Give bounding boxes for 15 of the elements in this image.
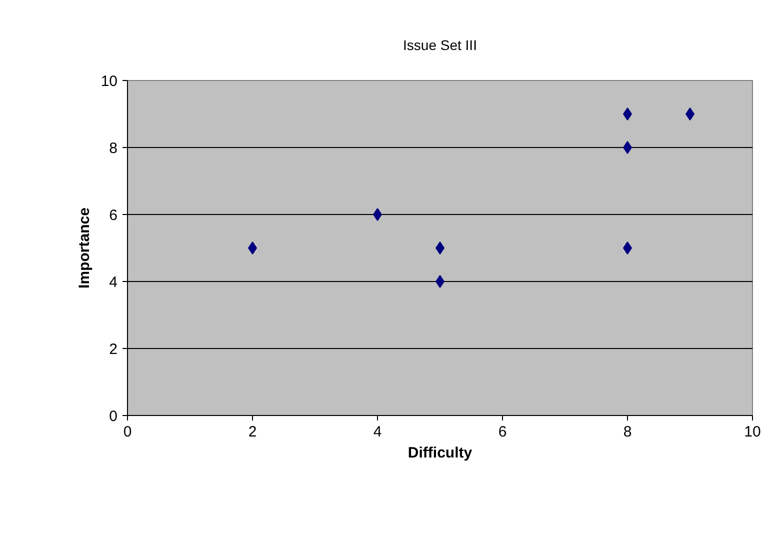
x-tick-label: 2 xyxy=(248,424,257,440)
y-tick-label: 4 xyxy=(109,274,118,291)
chart-title: Issue Set III xyxy=(403,37,477,53)
x-tick-label: 10 xyxy=(744,424,761,440)
x-tick-label: 8 xyxy=(623,424,632,440)
x-tick-label: 4 xyxy=(373,424,382,440)
x-axis-title: Difficulty xyxy=(408,444,473,462)
y-axis-title: Importance xyxy=(76,208,93,288)
x-tick-label: 0 xyxy=(123,424,132,440)
x-tick-label: 6 xyxy=(498,424,507,440)
y-tick-label: 6 xyxy=(109,207,118,224)
y-tick-label: 8 xyxy=(109,140,118,157)
y-tick-label: 10 xyxy=(100,73,118,90)
y-tick-label: 0 xyxy=(109,408,118,425)
y-tick-label: 2 xyxy=(109,341,118,358)
